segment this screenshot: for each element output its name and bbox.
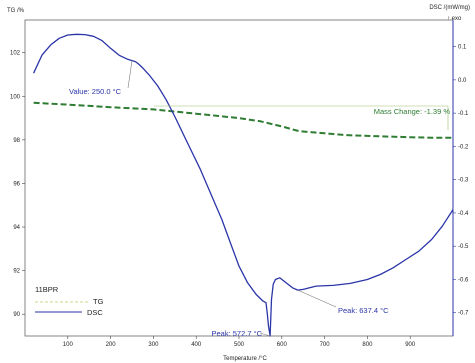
x-axis-title: Temperature /°C <box>223 356 267 362</box>
y-left-tick-label: 98 <box>13 138 20 144</box>
y-right-tick-label: -0.7 <box>458 311 469 317</box>
plot-frame <box>24 19 454 337</box>
legend: 11BPR TG DSC <box>35 285 104 317</box>
y-right-tick-label: 0.0 <box>458 78 467 84</box>
annotation-peak-572: Peak: 572.7 °C <box>211 329 262 338</box>
y-right-axis-title: DSC /(mW/mg) <box>429 5 470 11</box>
y-right-tick-label: -0.6 <box>458 277 469 283</box>
annotation-value-250: Value: 250.0 °C <box>69 87 122 96</box>
x-tick-label: 100 <box>63 342 74 348</box>
legend-label-tg: TG <box>93 297 104 306</box>
y-left-tick-label: 96 <box>13 181 20 187</box>
y-right-tick-label: 0.1 <box>458 45 467 51</box>
annotation-leader <box>127 60 133 89</box>
annotation-mass-change: Mass Change: -1.39 % <box>374 107 451 116</box>
x-tick-label: 300 <box>148 342 159 348</box>
y-right-tick-label: -0.1 <box>458 111 469 117</box>
ticks-layer: 100 200 300 400 500 600 700 800 900 90 92 94 96 98 100… <box>10 45 469 348</box>
y-left-tick-label: 92 <box>13 269 20 275</box>
x-tick-label: 800 <box>362 342 373 348</box>
y-right-tick-label: -0.4 <box>458 211 469 217</box>
annotation-leader <box>259 332 271 337</box>
annotations-layer: Value: 250.0 °C Peak: 572.7 °C Peak: 637.4… <box>69 60 451 338</box>
series-line-tg <box>33 101 453 139</box>
annotation-leader <box>297 289 337 308</box>
y-left-axis-title: TG /% <box>7 8 25 14</box>
y-left-tick-label: 90 <box>13 312 20 318</box>
annotation-peak-637: Peak: 637.4 °C <box>338 306 389 315</box>
x-tick-label: 700 <box>320 342 331 348</box>
y-right-tick-label: -0.3 <box>458 178 469 184</box>
legend-title: 11BPR <box>35 285 59 294</box>
x-tick-label: 500 <box>234 342 245 348</box>
y-right-tick-label: -0.2 <box>458 144 469 150</box>
x-tick-label: 600 <box>277 342 288 348</box>
y-left-tick-label: 94 <box>13 225 20 231</box>
y-right-tick-label: -0.5 <box>458 244 469 250</box>
series-line-dsc <box>33 33 454 337</box>
y-left-tick-label: 102 <box>10 51 21 57</box>
x-tick-label: 900 <box>405 342 416 348</box>
series-layer <box>33 33 454 337</box>
legend-label-dsc: DSC <box>87 308 103 317</box>
exo-direction-label: ↑ exo <box>447 16 462 22</box>
x-tick-label: 200 <box>106 342 117 348</box>
y-left-tick-label: 100 <box>10 94 21 100</box>
x-tick-label: 400 <box>191 342 202 348</box>
